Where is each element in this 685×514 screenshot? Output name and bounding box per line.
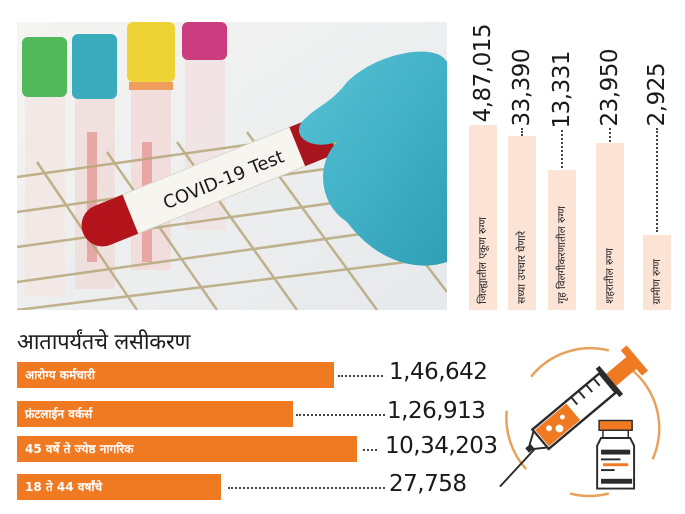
stat-label: शहरातील रुग्ण [604, 248, 616, 304]
vaccination-bar: 45 वर्षे ते ज्येष्ठ नागरिक [17, 436, 357, 462]
stat-value: 2,925 [644, 62, 670, 126]
dotted-leader [561, 130, 563, 168]
vaccination-bar: आरोग्य कर्मचारी [17, 362, 334, 388]
dotted-leader [521, 128, 523, 136]
stat-home-isolation: गृह विलगीकरणातील रुग्ण 13,331 [548, 30, 576, 310]
dotted-leader [228, 487, 385, 489]
dotted-leader [338, 375, 383, 377]
stat-label: जिल्ह्यातील एकूण रुग्ण [477, 217, 489, 304]
test-tube-illustration: COVID-19 Test [17, 22, 447, 310]
stat-label: ग्रामीण रुग्ण [651, 258, 663, 304]
stat-label: सध्या उपचार घेणारे [516, 231, 528, 304]
stat-label: गृह विलगीकरणातील रुग्ण [556, 206, 568, 304]
syringe-icon [499, 345, 661, 498]
stat-total-patients: जिल्ह्यातील एकूण रुग्ण 4,87,015 [469, 24, 497, 310]
covid-test-photo: COVID-19 Test [17, 22, 447, 310]
vaccination-bar: 18 ते 44 वर्षांचे [17, 474, 221, 500]
stat-bar [596, 143, 624, 310]
syringe-vial-illustration [492, 333, 677, 508]
district-stats-chart: जिल्ह्यातील एकूण रुग्ण 4,87,015 सध्या उप… [455, 20, 680, 320]
stat-value: 33,390 [509, 48, 535, 126]
stat-bar [508, 136, 536, 310]
vaccination-row-18-44: 18 ते 44 वर्षांचे 27,758 [17, 471, 487, 500]
stat-value: 23,950 [597, 48, 623, 126]
vaccination-value: 1,46,642 [389, 359, 488, 385]
stat-urban-patients: शहरातील रुग्ण 23,950 [596, 30, 624, 310]
stat-active-patients: सध्या उपचार घेणारे 33,390 [508, 30, 536, 310]
vaccination-bar: फ्रंटलाईन वर्कर्स [17, 401, 293, 427]
dotted-leader [296, 414, 385, 416]
stat-value: 4,87,015 [470, 23, 496, 122]
dotted-leader [656, 128, 658, 232]
vaccination-title: आतापर्यंतचे लसीकरण [17, 330, 191, 355]
stat-rural-patients: ग्रामीण रुग्ण 2,925 [643, 30, 671, 310]
dotted-leader [363, 449, 377, 451]
vaccination-row-frontline-workers: फ्रंटलाईन वर्कर्स 1,26,913 [17, 398, 487, 427]
stat-bar [643, 235, 671, 310]
stat-bar [469, 125, 497, 310]
vaccination-value: 10,34,203 [385, 433, 498, 459]
vaccination-value: 1,26,913 [387, 398, 486, 424]
vaccination-row-45-plus: 45 वर्षे ते ज्येष्ठ नागरिक 10,34,203 [17, 433, 498, 462]
dotted-leader [609, 128, 611, 142]
vaccination-row-health-workers: आरोग्य कर्मचारी 1,46,642 [17, 359, 488, 388]
stat-bar [548, 170, 576, 310]
vaccination-value: 27,758 [389, 471, 467, 497]
stat-value: 13,331 [549, 50, 575, 128]
